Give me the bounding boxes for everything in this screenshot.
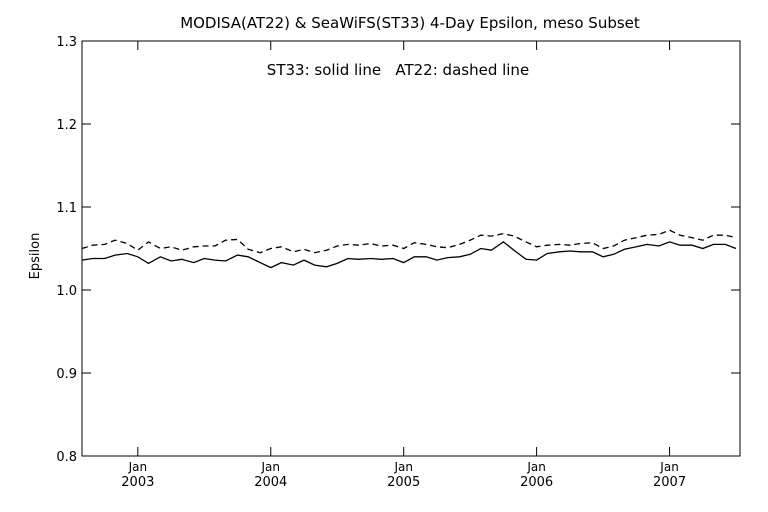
x-tick-month-label: Jan	[128, 460, 148, 474]
y-tick-label: 0.8	[56, 450, 77, 465]
x-tick-year-label: 2007	[653, 475, 686, 490]
chart-annotation: ST33: solid line AT22: dashed line	[267, 61, 529, 79]
chart-title: MODISA(AT22) & SeaWiFS(ST33) 4-Day Epsil…	[180, 14, 640, 32]
y-tick-label: 1.0	[56, 284, 77, 299]
y-tick-label: 1.1	[56, 201, 77, 216]
x-tick-year-label: 2003	[121, 475, 154, 490]
series-group	[81, 229, 737, 269]
plot-frame	[81, 40, 741, 457]
x-tick-month-label: Jan	[261, 460, 281, 474]
x-tick-month-label: Jan	[526, 460, 546, 474]
series-line-at22	[81, 229, 737, 254]
x-tick-year-label: 2005	[387, 475, 420, 490]
y-axis: 0.8 0.9 1.0 1.1 1.2 1.3	[56, 35, 740, 465]
x-tick-year-label: 2004	[254, 475, 287, 490]
y-tick-label: 1.3	[56, 35, 77, 50]
x-tick-month-label: Jan	[393, 460, 413, 474]
x-tick-month-label: Jan	[659, 460, 679, 474]
series-line-st33	[81, 241, 737, 269]
y-axis-label: Epsilon	[28, 233, 43, 280]
x-tick-year-label: 2006	[520, 475, 553, 490]
y-tick-label: 0.9	[56, 367, 77, 382]
y-tick-label: 1.2	[56, 118, 77, 133]
